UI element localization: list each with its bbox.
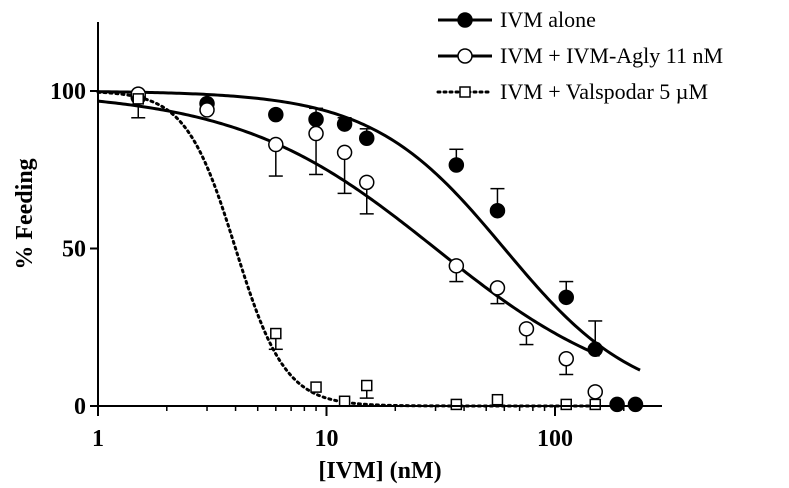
data-point-series-1	[587, 341, 603, 358]
data-point-series-2	[518, 321, 535, 337]
data-point-series-3	[360, 379, 373, 392]
data-point-series-2	[587, 384, 603, 400]
legend-label-series-2: IVM + IVM-Agly 11 nM	[500, 43, 723, 68]
axes	[97, 22, 662, 407]
data-point-series-1	[336, 116, 353, 132]
data-point-series-1	[308, 111, 324, 128]
data-point-series-2	[336, 144, 353, 161]
y-tick-label: 0	[74, 394, 86, 420]
x-tick-label: 10	[315, 426, 339, 452]
data-point-series-1	[627, 396, 644, 413]
x-tick-label: 100	[537, 426, 573, 452]
y-tick-label: 100	[50, 79, 86, 105]
x-axis-title: [IVM] (nM)	[318, 458, 441, 484]
y-axis-title: % Feeding	[12, 158, 38, 269]
data-point-series-2	[199, 102, 215, 118]
legend: IVM alone IVM + IVM-Agly 11 nM IVM + Valsp…	[436, 7, 723, 104]
fit-curve-series-1	[97, 90, 641, 372]
data-point-series-3	[132, 93, 144, 105]
fit-curve-series-3	[96, 90, 597, 408]
data-point-series-2	[358, 174, 375, 191]
legend-marker-series-3	[459, 86, 471, 98]
y-tick-label: 50	[62, 237, 86, 263]
data-point-series-3	[589, 398, 601, 411]
data-point-series-1	[268, 106, 284, 123]
data-point-series-2	[268, 136, 284, 153]
data-point-series-3	[338, 395, 351, 408]
data-point-series-3	[450, 398, 463, 411]
data-point-series-1	[489, 202, 506, 219]
data-point-series-2	[308, 125, 324, 142]
legend-marker-series-2	[457, 48, 473, 64]
data-point-series-2	[489, 280, 506, 296]
data-point-series-3	[491, 393, 504, 406]
axis-ticks: 0 50 100 1 10 100	[50, 79, 625, 452]
data-point-series-2	[558, 351, 574, 367]
data-point-series-3	[310, 381, 322, 393]
legend-label-series-1: IVM alone	[500, 7, 596, 32]
data-point-series-1	[448, 157, 465, 173]
legend-marker-series-1	[457, 12, 473, 28]
legend-label-series-3: IVM + Valspodar 5 µM	[500, 79, 708, 104]
data-point-series-1	[609, 396, 625, 413]
fit-curve-series-2	[97, 99, 601, 357]
data-markers	[130, 86, 644, 413]
data-point-series-1	[558, 289, 574, 306]
data-point-series-3	[560, 398, 572, 411]
x-tick-label: 1	[92, 426, 104, 452]
data-point-series-1	[358, 130, 375, 146]
data-point-series-3	[270, 327, 282, 340]
data-point-series-2	[448, 258, 465, 274]
